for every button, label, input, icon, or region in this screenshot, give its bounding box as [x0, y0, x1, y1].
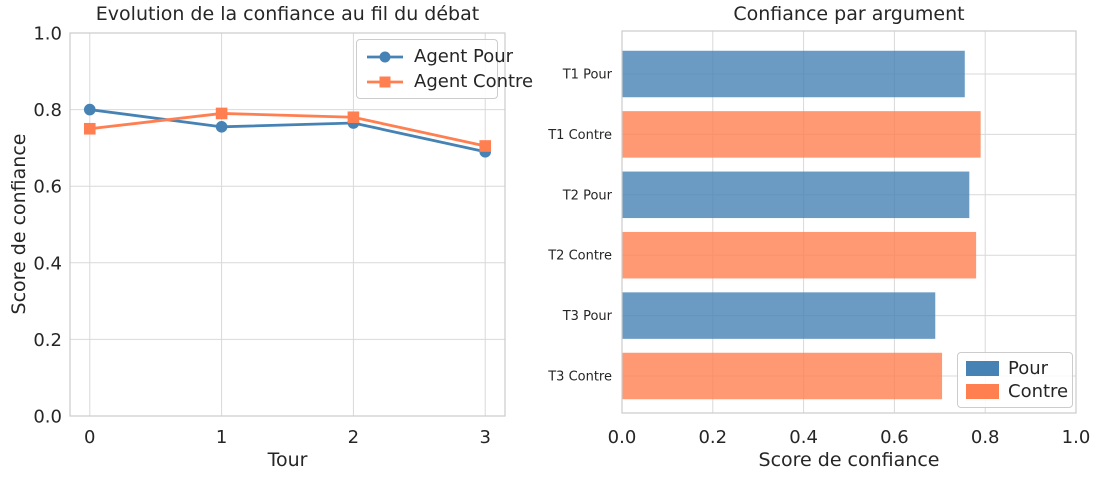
line-chart-ylabel: Score de confiance	[8, 133, 30, 315]
data-point-marker	[347, 111, 360, 124]
data-point-marker	[83, 103, 96, 116]
line-chart-title: Evolution de la confiance au fil du déba…	[95, 3, 480, 25]
legend-label-contre: Contre	[1008, 380, 1069, 402]
x-tick-label: 0.0	[608, 427, 637, 448]
category-tick-label: T3 Pour	[562, 309, 613, 324]
category-tick-label: T2 Pour	[562, 188, 613, 203]
bar-t3-pour	[622, 292, 936, 339]
legend-item-agent-pour: Agent Pour	[365, 46, 513, 68]
legend-label-pour: Pour	[1008, 357, 1049, 379]
agent-contre-line-sample-icon	[367, 76, 403, 87]
category-tick-label: T3 Contre	[547, 370, 612, 385]
legend-item-agent-contre: Agent Contre	[365, 71, 533, 93]
data-point-marker	[83, 122, 96, 135]
bar-t2-pour	[622, 171, 970, 219]
x-tick-label: 0	[84, 427, 95, 448]
y-tick-label: 0.4	[33, 253, 62, 274]
legend-label-agent-pour: Agent Pour	[414, 45, 514, 67]
bar-chart-title: Confiance par argument	[733, 3, 965, 25]
bar-chart-legend: Pour Contre	[957, 352, 1073, 408]
x-tick-label: 1	[216, 427, 227, 448]
contre-color-patch-icon	[966, 384, 999, 399]
category-tick-label: T1 Contre	[547, 128, 612, 143]
x-tick-label: 1.0	[1062, 427, 1091, 448]
axes-spines	[69, 32, 506, 417]
x-tick-label: 0.6	[880, 427, 909, 448]
category-tick-label: T1 Pour	[562, 68, 613, 83]
legend-label-agent-contre: Agent Contre	[414, 70, 534, 92]
legend-item-pour: Pour	[966, 358, 1064, 380]
bar-t2-contre	[622, 231, 977, 279]
line-chart-legend: Agent Pour Agent Contre	[356, 39, 533, 99]
y-tick-label: 0.8	[33, 100, 62, 121]
line-chart-canvas: 0.0 0.2 0.4 0.6 0.8 1.0 0 1 2 3	[33, 24, 506, 448]
data-point-marker	[215, 107, 228, 120]
bar-chart-xlabel: Score de confiance	[758, 449, 940, 471]
x-tick-label: 3	[480, 427, 491, 448]
data-point-marker	[479, 140, 492, 152]
bar-t1-contre	[622, 111, 981, 158]
x-tick-label: 0.8	[971, 427, 1000, 448]
bar-t3-contre	[622, 352, 943, 400]
x-tick-label: 2	[348, 427, 359, 448]
y-tick-label: 1.0	[33, 24, 62, 45]
series-line-pour	[88, 108, 487, 154]
axes-spines	[621, 30, 1077, 414]
x-tick-label: 0.2	[698, 427, 727, 448]
legend-item-contre: Contre	[966, 381, 1068, 403]
data-point-marker	[215, 121, 228, 133]
series-line-contre	[88, 112, 487, 148]
pour-color-patch-icon	[966, 361, 999, 376]
agent-pour-line-sample-icon	[367, 51, 403, 62]
y-tick-label: 0.0	[33, 407, 62, 428]
x-tick-label: 0.4	[789, 427, 818, 448]
y-tick-label: 0.2	[33, 330, 62, 351]
bar-t1-pour	[622, 50, 965, 98]
line-chart-xlabel: Tour	[267, 449, 308, 471]
y-tick-label: 0.6	[33, 177, 62, 198]
category-tick-label: T2 Contre	[547, 249, 612, 264]
